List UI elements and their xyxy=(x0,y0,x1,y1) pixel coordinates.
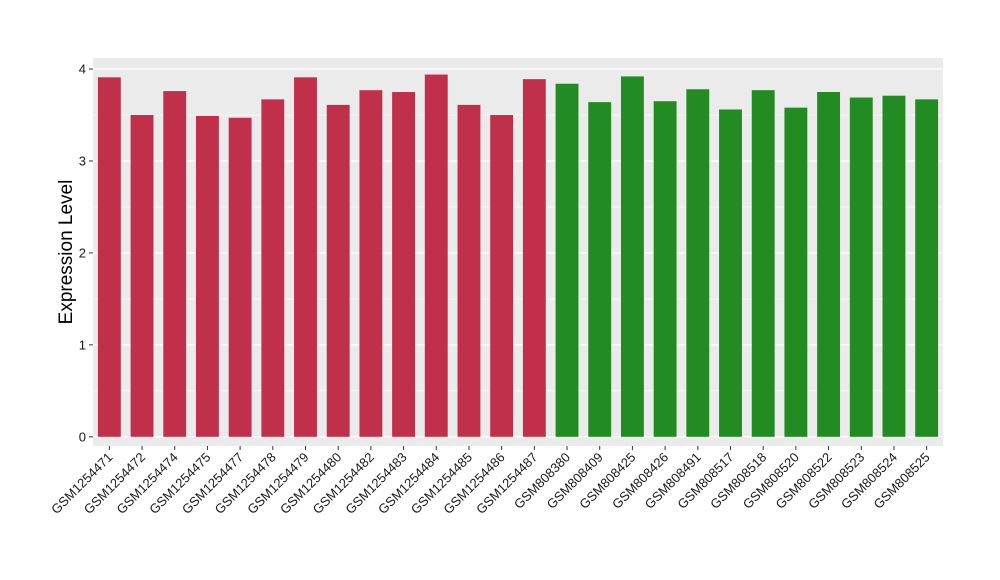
bar-gsm808522 xyxy=(817,92,841,437)
bar-gsm1254486 xyxy=(490,115,514,437)
bar-gsm808517 xyxy=(719,109,742,437)
y-tick-label: 1 xyxy=(79,337,86,352)
bar-gsm808520 xyxy=(784,107,808,437)
x-axis: GSM1254471GSM1254472GSM1254474GSM1254475… xyxy=(48,446,933,517)
bar-gsm1254479 xyxy=(294,77,317,437)
y-tick-label: 3 xyxy=(79,153,86,168)
bar-gsm808426 xyxy=(653,101,677,437)
bar-gsm1254472 xyxy=(130,115,154,437)
bar-gsm808524 xyxy=(882,95,906,437)
y-tick-label: 0 xyxy=(79,429,86,444)
bar-gsm808518 xyxy=(751,90,775,437)
bar-gsm1254480 xyxy=(326,104,350,437)
bar-gsm808525 xyxy=(915,99,939,437)
bar-gsm808409 xyxy=(588,102,612,437)
bar-gsm1254471 xyxy=(97,77,121,437)
y-tick-label: 4 xyxy=(79,62,86,77)
bar-gsm1254478 xyxy=(261,99,285,437)
bars xyxy=(97,74,939,437)
y-axis: 0 1 2 3 4 xyxy=(79,62,93,444)
bar-gsm1254487 xyxy=(522,79,546,437)
bar-gsm1254474 xyxy=(163,91,187,437)
bar-gsm808491 xyxy=(686,89,710,437)
bar-gsm1254485 xyxy=(457,104,481,437)
bar-gsm1254484 xyxy=(424,74,448,437)
bar-gsm1254483 xyxy=(392,92,416,437)
bar-gsm1254477 xyxy=(228,117,252,437)
y-axis-title: Expression Level xyxy=(56,180,77,325)
bar-gsm808425 xyxy=(620,76,644,437)
plot-panel xyxy=(93,58,943,446)
y-tick-label: 2 xyxy=(79,245,86,260)
bar-gsm1254482 xyxy=(359,90,383,437)
bar-gsm808523 xyxy=(849,97,873,437)
bar-gsm808380 xyxy=(555,83,579,437)
bar-gsm1254475 xyxy=(195,115,219,437)
